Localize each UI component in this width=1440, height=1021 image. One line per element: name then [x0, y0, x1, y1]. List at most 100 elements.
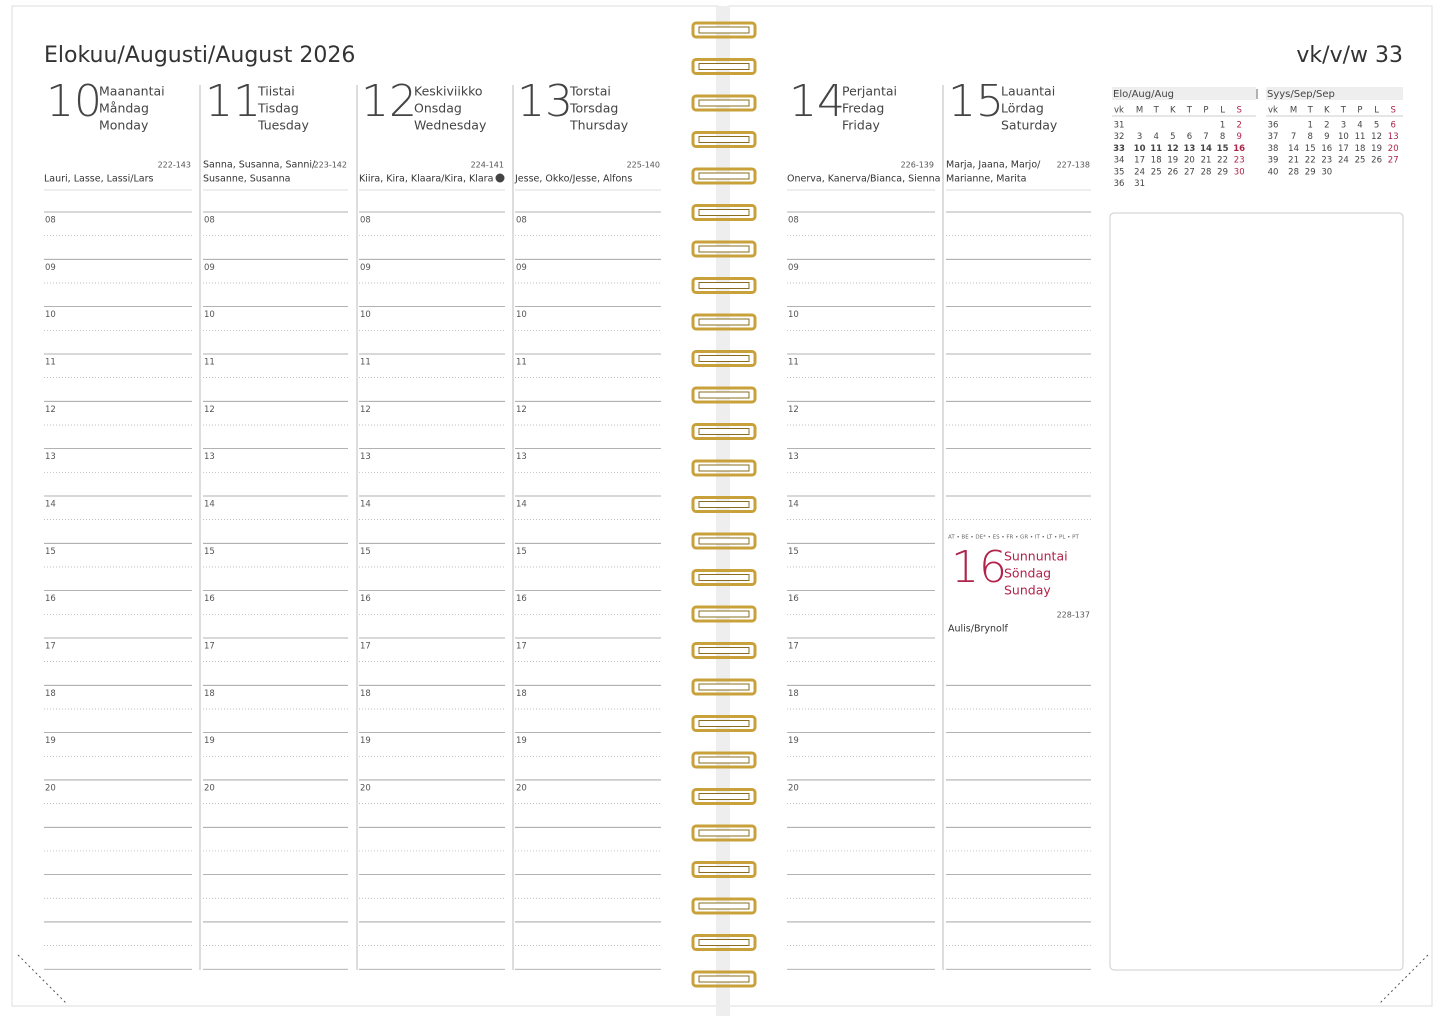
day-name: Tuesday: [257, 118, 309, 133]
day-number: 10: [46, 76, 102, 127]
hour-label: 20: [788, 783, 799, 793]
name-days: Marja, Jaana, Marjo/: [946, 160, 1041, 171]
day-code: 223-142: [314, 161, 347, 170]
moon-phase: [495, 173, 505, 183]
mini-cal-title: Syys/Sep/Sep: [1267, 89, 1335, 100]
hour-label: 17: [788, 641, 799, 651]
mini-cal-day: 26: [1167, 167, 1178, 177]
holiday-countries: AT • BE • DE* • ES • FR • GR • IT • LT •…: [948, 535, 1079, 541]
mini-cal-header: T: [1153, 106, 1160, 116]
hour-label: 08: [788, 216, 799, 226]
month-title: Elokuu/Augusti/August 2026: [44, 43, 355, 68]
mini-cal-day: 7: [1291, 132, 1296, 142]
day-name: Monday: [99, 118, 149, 133]
spiral-ring: [691, 94, 757, 112]
mini-cal-day: 19: [1167, 156, 1178, 166]
mini-cal-day: 31: [1134, 179, 1145, 189]
day-name: Perjantai: [842, 84, 897, 99]
spiral-ring: [691, 861, 757, 878]
hour-label: 11: [516, 357, 527, 367]
mini-cal-day: 21: [1201, 156, 1212, 166]
mini-cal-day: 6: [1187, 132, 1192, 142]
mini-cal-day: 23: [1234, 156, 1245, 166]
day-number: 13: [517, 76, 573, 127]
hour-label: 17: [45, 641, 56, 651]
spiral-ring-inner: [698, 829, 750, 837]
perforation: [17, 954, 67, 1004]
mini-cal-day: 33: [1113, 144, 1125, 154]
spiral-ring: [691, 350, 757, 367]
day-name: Tisdag: [257, 101, 299, 116]
spiral-ring-inner: [698, 136, 750, 143]
spiral-ring: [691, 423, 757, 440]
hour-label: 19: [204, 736, 215, 746]
mini-cal-day: 10: [1338, 132, 1349, 142]
mini-cal-day: 10: [1134, 144, 1146, 154]
mini-cal-day: 12: [1371, 132, 1382, 142]
mini-cal-header: vk: [1114, 106, 1124, 116]
day-code: 222-143: [158, 161, 191, 170]
mini-cal-day: 22: [1217, 156, 1228, 166]
name-days: Kiira, Kira, Klaara/Kira, Klara: [359, 174, 493, 185]
hour-label: 18: [45, 689, 56, 699]
spiral-ring: [691, 459, 757, 477]
hour-label: 20: [516, 783, 527, 793]
mini-cal-header: L: [1220, 106, 1225, 116]
mini-cal-header: M: [1136, 106, 1143, 116]
mini-cal-day: 5: [1374, 121, 1379, 131]
day-name: Tiistai: [257, 84, 295, 99]
mini-cal-day: 31: [1114, 121, 1125, 131]
spiral-ring: [691, 642, 757, 659]
mini-cal-day: 37: [1268, 132, 1279, 142]
day-code: 226-139: [901, 161, 934, 170]
mini-cal-header: P: [1357, 106, 1362, 116]
hour-label: 10: [516, 310, 527, 320]
hour-label: 17: [360, 641, 371, 651]
hour-label: 11: [360, 357, 371, 367]
mini-cal-day: 17: [1134, 156, 1145, 166]
mini-cal-day: 25: [1151, 167, 1162, 177]
mini-cal-band: [1266, 87, 1403, 100]
day-name: Keskiviikko: [414, 84, 483, 99]
mini-cal-day: 9: [1324, 132, 1329, 142]
day-number: 15: [948, 76, 1004, 127]
perforation: [1379, 954, 1429, 1004]
hour-label: 19: [788, 736, 799, 746]
mini-cal-header: S: [1236, 106, 1241, 116]
name-days: Sanna, Susanna, Sanni/: [203, 160, 316, 171]
spiral-ring: [691, 897, 757, 915]
hour-label: 08: [516, 216, 527, 226]
spiral-ring-inner: [698, 63, 750, 70]
mini-cal-day: 3: [1341, 121, 1346, 131]
spiral-ring: [691, 313, 757, 331]
spiral-ring-inner: [698, 245, 750, 253]
mini-cal-band: [1112, 87, 1256, 100]
mini-cal-day: 36: [1268, 121, 1279, 131]
hour-label: 18: [788, 689, 799, 699]
hour-label: 18: [360, 689, 371, 699]
mini-cal-day: 38: [1268, 144, 1279, 154]
mini-cal-day: 19: [1371, 144, 1382, 154]
mini-cal-day: 27: [1184, 167, 1195, 177]
hour-label: 12: [204, 405, 215, 415]
mini-cal-day: 35: [1114, 167, 1125, 177]
mini-cal-day: 20: [1184, 156, 1195, 166]
hour-label: 18: [204, 689, 215, 699]
hour-label: 11: [45, 357, 56, 367]
spiral-ring: [691, 934, 757, 951]
mini-cal-day: 17: [1338, 144, 1349, 154]
hour-label: 15: [516, 547, 527, 557]
day-name: Wednesday: [414, 118, 487, 133]
hour-label: 17: [516, 641, 527, 651]
mini-cal-day: 2: [1236, 121, 1241, 131]
spiral-ring-inner: [698, 647, 750, 654]
hour-label: 17: [204, 641, 215, 651]
mini-cal-day: 24: [1134, 167, 1145, 177]
hour-label: 10: [204, 310, 215, 320]
spiral-ring-inner: [698, 574, 750, 581]
hour-label: 14: [360, 499, 371, 509]
day-name: Sunnuntai: [1004, 549, 1068, 564]
hour-label: 09: [45, 263, 56, 273]
hour-label: 19: [516, 736, 527, 746]
hour-label: 15: [360, 547, 371, 557]
